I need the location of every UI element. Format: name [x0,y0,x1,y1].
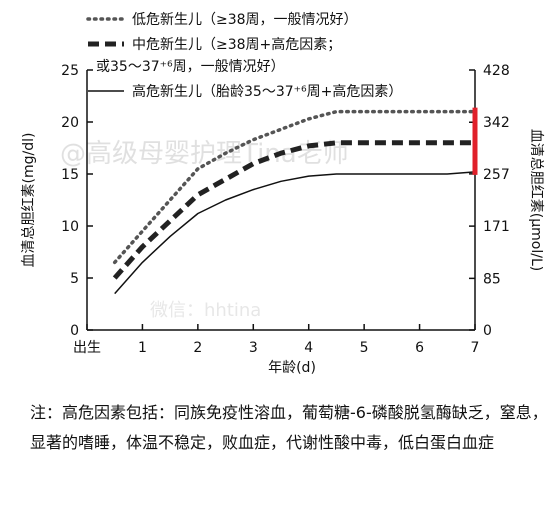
series-line-solid [114,171,476,295]
y-tick-label: 0 [70,323,79,339]
y2-tick-label: 257 [483,167,510,183]
y-axis-label: 血清总胆红素(mg/dl) [21,133,37,268]
y2-tick-label: 342 [483,115,510,131]
y2-tick-label: 428 [483,63,510,79]
x-tick-label: 2 [193,340,202,356]
legend-label-mid: 中危新生儿（≥38周+高危因素； [132,36,341,53]
legend: 低危新生儿（≥38周，一般情况好） 中危新生儿（≥38周+高危因素； 或35～3… [86,12,402,100]
y-tick-label: 20 [61,115,79,131]
watermark: @高级母婴护理Tina老师 [60,139,349,169]
footnote: 注：高危因素包括：同族免疫性溶血，葡萄糖-6-磷酸脱氢酶缺乏，窒息，显著的嗜睡，… [30,403,548,452]
x-tick-label: 出生 [73,340,101,356]
x-tick-label: 5 [360,340,369,356]
y2-axis-label: 血清总胆红素(μmol/L) [528,129,544,271]
y-tick-label: 25 [61,63,79,79]
y-tick-label: 10 [61,219,79,235]
x-tick-label: 7 [471,340,480,356]
watermark: 微信：hhtina [150,300,261,321]
x-tick-label: 1 [138,340,147,356]
y2-tick-label: 171 [483,219,510,235]
y-tick-label: 5 [70,271,79,287]
series-line-dashed [112,140,475,280]
legend-label-mid-line2: 或35～37⁺⁶周，一般情况好） [96,59,285,75]
x-tick-label: 6 [415,340,424,356]
series-line-dotted [112,109,477,265]
bilirubin-chart: @高级母婴护理Tina老师 微信：hhtina 低危新生儿（≥38周，一般情况好… [21,12,544,376]
y2-tick-label: 85 [483,271,501,287]
y2-tick-label: 0 [483,323,492,339]
y-tick-label: 15 [61,167,79,183]
x-tick-label: 4 [304,340,313,356]
legend-label-high: 高危新生儿（胎龄35～37⁺⁶周+高危因素） [132,83,402,100]
x-axis-label: 年龄(d) [268,360,316,376]
legend-label-low: 低危新生儿（≥38周，一般情况好） [132,12,358,28]
x-tick-label: 3 [249,340,258,356]
